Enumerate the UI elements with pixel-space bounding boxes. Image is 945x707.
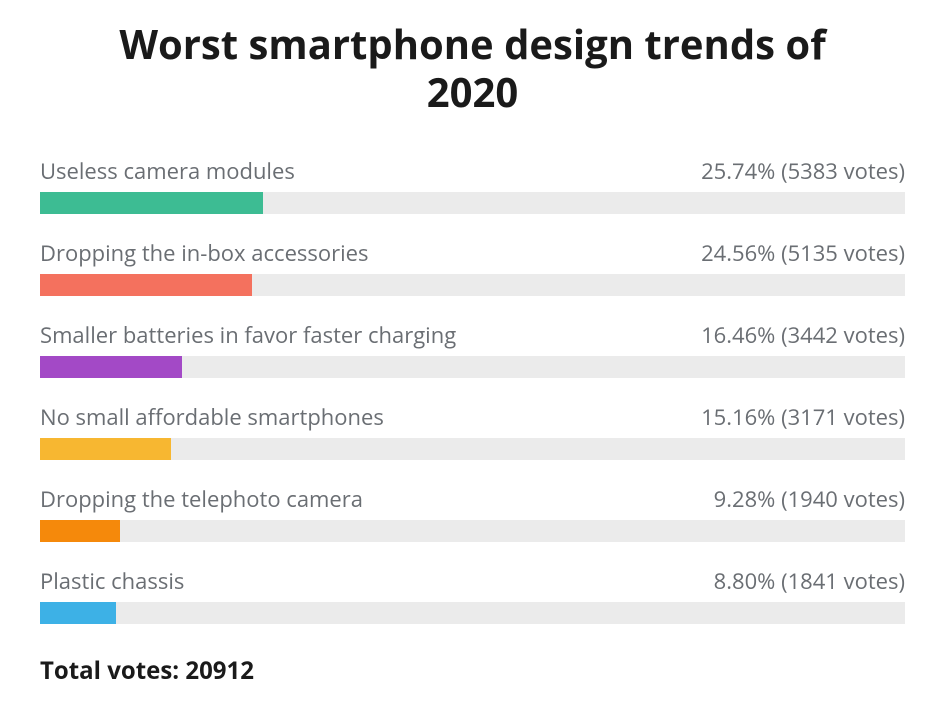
poll-label: Plastic chassis xyxy=(40,566,184,596)
bar-track xyxy=(40,602,905,624)
poll-title: Worst smartphone design trends of 2020 xyxy=(93,20,853,116)
bar-fill xyxy=(40,520,120,542)
poll-value: 16.46% (3442 votes) xyxy=(701,320,905,350)
poll-label: No small affordable smartphones xyxy=(40,402,384,432)
poll-value: 9.28% (1940 votes) xyxy=(714,484,905,514)
bar-fill xyxy=(40,274,252,296)
poll-item: Plastic chassis 8.80% (1841 votes) xyxy=(40,566,905,624)
bar-fill xyxy=(40,602,116,624)
poll-value: 8.80% (1841 votes) xyxy=(714,566,905,596)
poll-item: Useless camera modules 25.74% (5383 vote… xyxy=(40,156,905,214)
poll-item: Dropping the in-box accessories 24.56% (… xyxy=(40,238,905,296)
poll-label: Useless camera modules xyxy=(40,156,295,186)
poll-label: Dropping the telephoto camera xyxy=(40,484,363,514)
poll-container: Worst smartphone design trends of 2020 U… xyxy=(0,20,945,707)
bar-fill xyxy=(40,192,263,214)
bar-track xyxy=(40,438,905,460)
poll-row: Dropping the telephoto camera 9.28% (194… xyxy=(40,484,905,514)
bar-track xyxy=(40,192,905,214)
poll-row: Plastic chassis 8.80% (1841 votes) xyxy=(40,566,905,596)
poll-row: No small affordable smartphones 15.16% (… xyxy=(40,402,905,432)
poll-item: Smaller batteries in favor faster chargi… xyxy=(40,320,905,378)
bar-fill xyxy=(40,438,171,460)
poll-row: Useless camera modules 25.74% (5383 vote… xyxy=(40,156,905,186)
total-votes: Total votes: 20912 xyxy=(40,654,905,687)
bar-track xyxy=(40,356,905,378)
poll-value: 24.56% (5135 votes) xyxy=(701,238,905,268)
poll-row: Smaller batteries in favor faster chargi… xyxy=(40,320,905,350)
poll-value: 25.74% (5383 votes) xyxy=(701,156,905,186)
bar-track xyxy=(40,274,905,296)
poll-item: Dropping the telephoto camera 9.28% (194… xyxy=(40,484,905,542)
poll-row: Dropping the in-box accessories 24.56% (… xyxy=(40,238,905,268)
bar-fill xyxy=(40,356,182,378)
bar-track xyxy=(40,520,905,542)
poll-label: Smaller batteries in favor faster chargi… xyxy=(40,320,456,350)
poll-label: Dropping the in-box accessories xyxy=(40,238,369,268)
poll-item: No small affordable smartphones 15.16% (… xyxy=(40,402,905,460)
poll-value: 15.16% (3171 votes) xyxy=(701,402,905,432)
